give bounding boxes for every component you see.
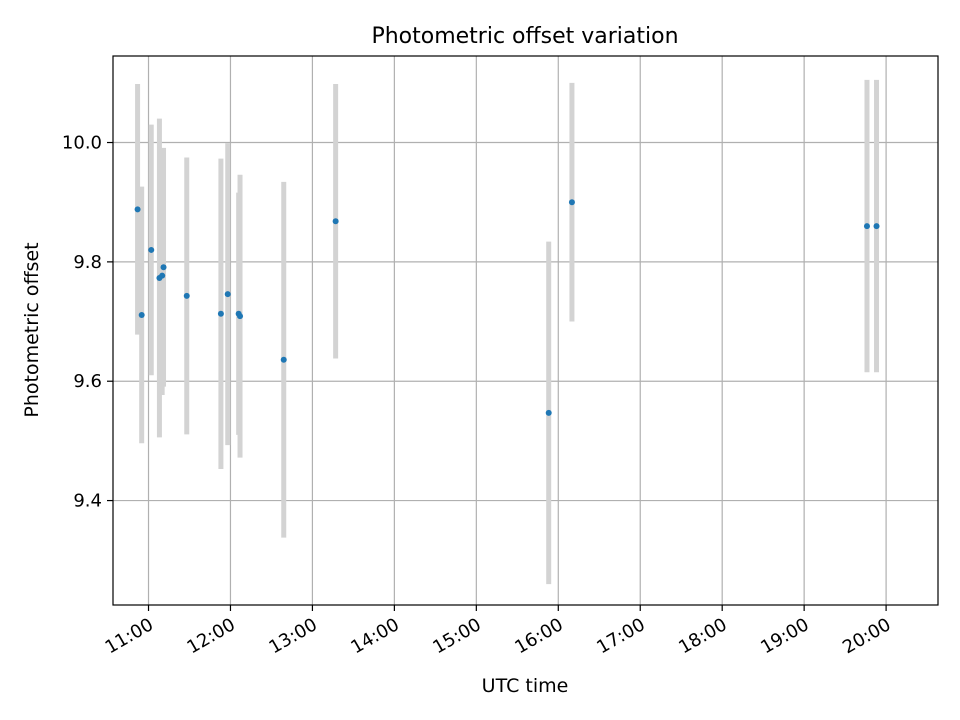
error-bars <box>135 79 880 585</box>
data-point <box>217 310 224 317</box>
x-tick-label: 15:00 <box>429 614 484 658</box>
x-tick-label: 11:00 <box>102 614 157 658</box>
data-point <box>224 291 231 298</box>
data-point <box>332 218 339 225</box>
y-axis-label: Photometric offset <box>21 242 43 417</box>
data-point <box>138 311 145 318</box>
y-axis-ticks: 9.4 9.6 9.8 10.0 <box>62 133 113 512</box>
x-tick-label: 18:00 <box>675 614 730 658</box>
x-tick-label: 17:00 <box>593 614 648 658</box>
y-tick-label: 9.6 <box>73 371 102 392</box>
x-tick-label: 13:00 <box>265 614 320 658</box>
x-tick-label: 12:00 <box>184 614 239 658</box>
data-point <box>183 292 190 299</box>
data-point <box>280 356 287 363</box>
data-points <box>134 199 880 416</box>
x-tick-label: 16:00 <box>511 614 566 658</box>
data-point <box>159 272 166 279</box>
x-axis-ticks: 11:00 12:00 13:00 14:00 15:00 16:00 17:00 18:00… <box>102 605 895 658</box>
y-tick-label: 10.0 <box>62 133 102 154</box>
x-tick-label: 19:00 <box>757 614 812 658</box>
y-tick-label: 9.8 <box>73 252 102 273</box>
data-point <box>134 206 141 213</box>
data-point <box>863 223 870 230</box>
x-axis-label: UTC time <box>482 675 569 697</box>
data-point <box>148 246 155 253</box>
y-tick-label: 9.4 <box>73 491 102 512</box>
data-point <box>873 223 880 230</box>
data-point <box>237 313 244 320</box>
data-point <box>160 264 167 271</box>
data-point <box>545 409 552 416</box>
data-point <box>568 199 575 206</box>
chart-title: Photometric offset variation <box>371 24 678 49</box>
grid-lines <box>113 56 938 605</box>
x-tick-label: 20:00 <box>839 614 894 658</box>
plot-frame <box>112 55 939 606</box>
x-tick-label: 14:00 <box>347 614 402 658</box>
